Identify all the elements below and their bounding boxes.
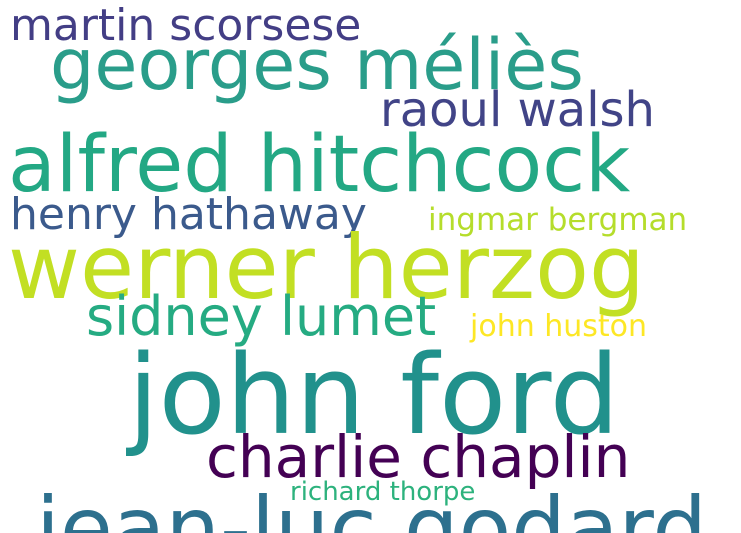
word-raoul-walsh: raoul walsh: [380, 82, 655, 138]
word-john-huston: john huston: [470, 309, 648, 344]
word-martin-scorsese: martin scorsese: [10, 0, 362, 51]
word-john-ford: john ford: [128, 331, 620, 459]
word-richard-thorpe: richard thorpe: [290, 477, 476, 507]
word-werner-herzog: werner herzog: [8, 216, 645, 319]
word-sidney-lumet: sidney lumet: [86, 285, 437, 348]
word-henry-hathaway: henry hathaway: [10, 189, 367, 240]
word-jean-luc-godard: jean-luc godard: [36, 479, 707, 533]
word-georges-melies: georges méliès: [50, 24, 584, 106]
word-charlie-chaplin: charlie chaplin: [206, 423, 631, 491]
word-ingmar-bergman: ingmar bergman: [428, 202, 688, 238]
word-alfred-hitchcock: alfred hitchcock: [8, 120, 631, 210]
